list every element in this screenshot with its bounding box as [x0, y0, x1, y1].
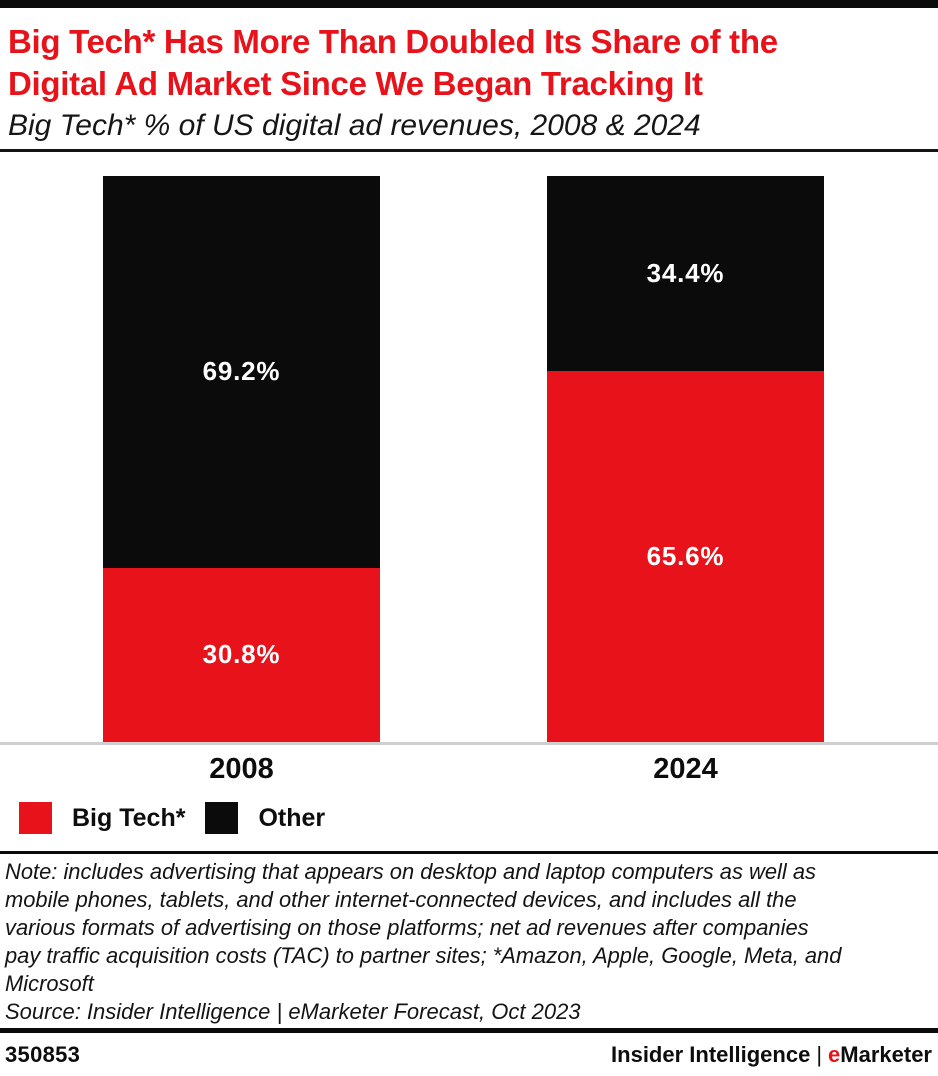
- chart-title-line-2: Digital Ad Market Since We Began Trackin…: [8, 65, 703, 102]
- chart-title-line-1: Big Tech* Has More Than Doubled Its Shar…: [8, 23, 778, 60]
- x-axis-label-2008: 2008: [209, 753, 274, 785]
- data-label: 69.2%: [202, 356, 281, 387]
- chart-legend: Big Tech* Other: [0, 802, 938, 834]
- note-line: mobile phones, tablets, and other intern…: [5, 887, 797, 912]
- legend-item-other: Other: [205, 802, 325, 834]
- note-line: Note: includes advertising that appears …: [5, 859, 816, 884]
- bar-2008: 69.2% 30.8%: [103, 176, 380, 742]
- chart-notes: Note: includes advertising that appears …: [0, 854, 938, 1026]
- bar-segment-2008-bigtech: 30.8%: [103, 567, 380, 742]
- brand-emarketer-e: e: [828, 1042, 841, 1067]
- legend-label: Other: [258, 803, 326, 832]
- chart-subtitle: Big Tech* % of US digital ad revenues, 2…: [8, 109, 701, 142]
- chart-footer: 350853 Insider Intelligence | eMarketer: [0, 1033, 938, 1068]
- bar-segment-2008-other: 69.2%: [103, 176, 380, 568]
- x-axis-labels: 2008 2024: [0, 753, 938, 786]
- note-line: Microsoft: [5, 971, 94, 996]
- note-text: Note: includes advertising that appears …: [5, 858, 932, 998]
- chart-header: Big Tech* Has More Than Doubled Its Shar…: [0, 8, 938, 149]
- data-label: 65.6%: [646, 540, 725, 571]
- brand-emarketer: eMarketer: [828, 1042, 932, 1067]
- data-label: 30.8%: [202, 639, 281, 670]
- bar-segment-2024-other: 34.4%: [547, 176, 824, 371]
- note-line: pay traffic acquisition costs (TAC) to p…: [5, 943, 842, 968]
- x-axis-label-2024: 2024: [653, 753, 718, 785]
- top-accent-bar: [0, 0, 938, 8]
- footer-divider: [0, 1028, 938, 1033]
- header-divider: [0, 149, 938, 152]
- note-line: various formats of advertising on those …: [5, 915, 809, 940]
- stacked-bar-chart: 69.2% 30.8% 34.4% 65.6%: [0, 176, 938, 745]
- brand-insider-intelligence: Insider Intelligence: [611, 1042, 811, 1067]
- legend-item-bigtech: Big Tech*: [19, 802, 185, 834]
- brand-separator: |: [816, 1042, 823, 1067]
- brand-emarketer-rest: Marketer: [840, 1042, 932, 1067]
- chart-id: 350853: [5, 1042, 81, 1067]
- legend-swatch: [205, 802, 239, 834]
- brand-lockup: Insider Intelligence | eMarketer: [611, 1042, 932, 1068]
- source-text: Source: Insider Intelligence | eMarketer…: [5, 999, 581, 1024]
- legend-label: Big Tech*: [72, 803, 186, 832]
- notes-divider: [0, 851, 938, 854]
- legend-swatch: [19, 802, 52, 834]
- bar-2024: 34.4% 65.6%: [547, 176, 824, 742]
- bar-segment-2024-bigtech: 65.6%: [547, 370, 824, 742]
- data-label: 34.4%: [646, 257, 725, 288]
